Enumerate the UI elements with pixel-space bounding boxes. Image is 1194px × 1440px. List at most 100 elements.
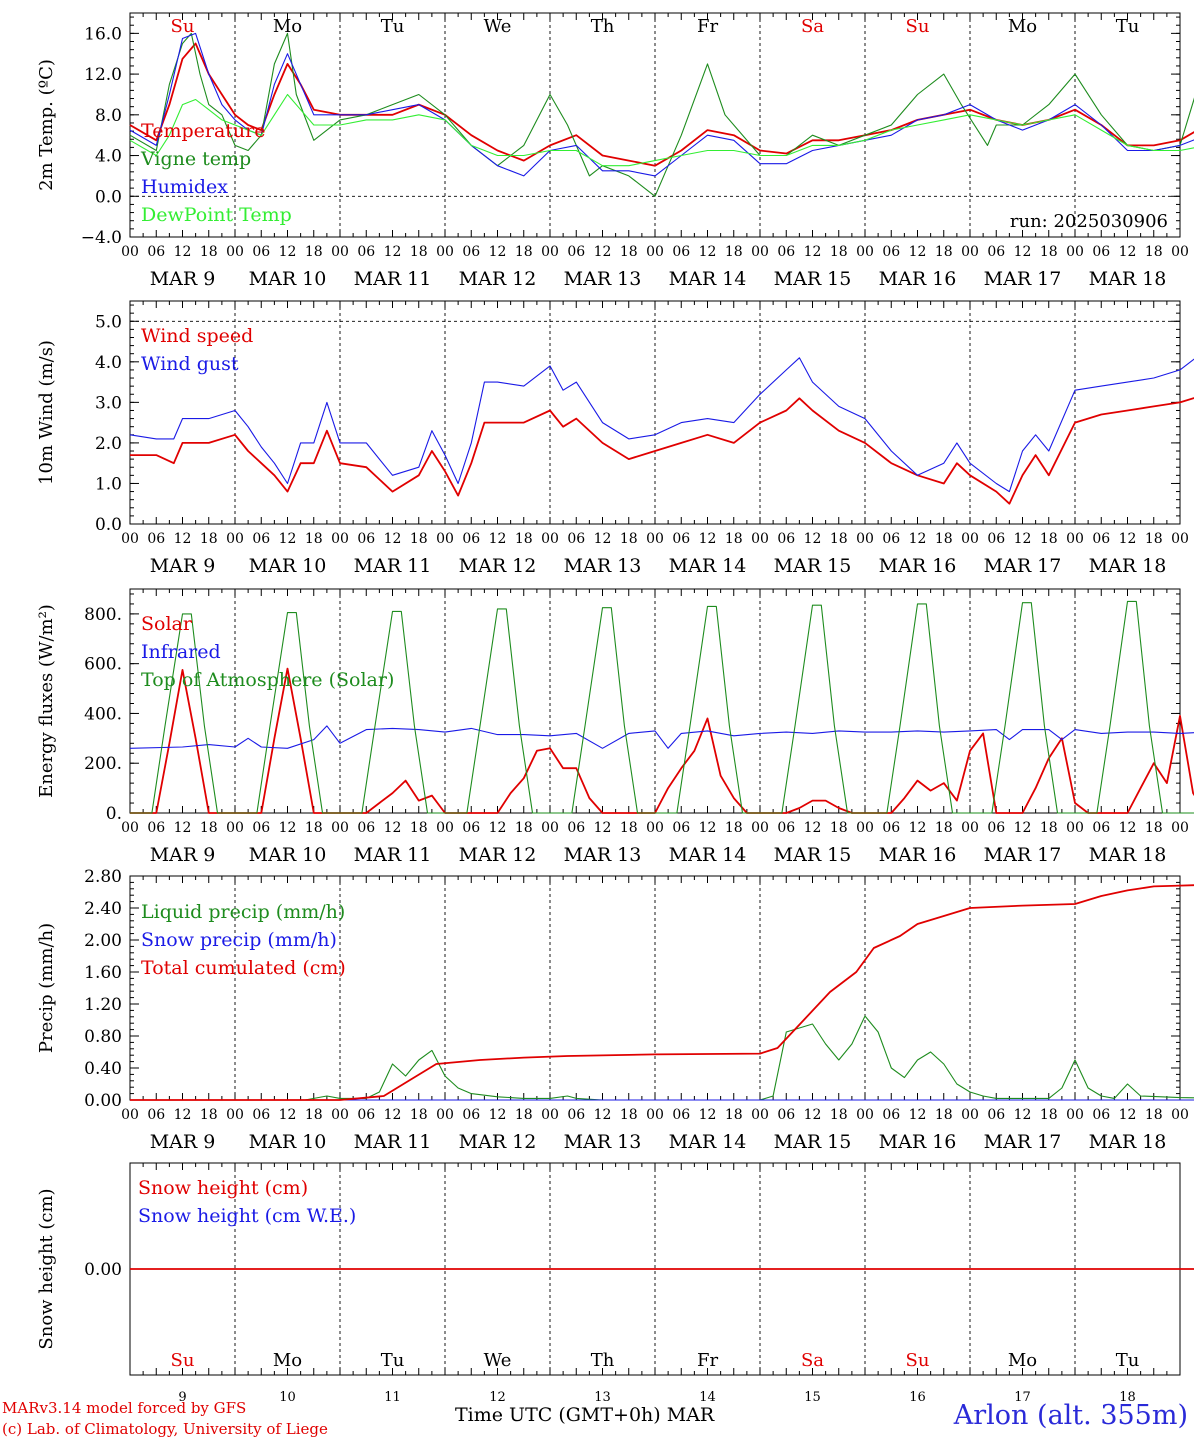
y-tick-label: 0.0 xyxy=(95,515,122,535)
hour-label: 06 xyxy=(147,820,165,836)
hour-label: 06 xyxy=(252,1107,270,1123)
panel-1: −4.0 0.0 4.0 8.0 12.0 16.0 2m Temp. (ºC) Su Mo Tu… xyxy=(36,12,1194,290)
y-tick-label: 16.0 xyxy=(84,24,122,44)
hour-label: 12 xyxy=(279,1107,297,1123)
hour-label: 12 xyxy=(279,531,297,547)
hour-label: 18 xyxy=(305,820,323,836)
hour-label: 00 xyxy=(436,531,454,547)
day-number: 16 xyxy=(909,1390,926,1405)
hour-label: 18 xyxy=(725,1107,743,1123)
day-name: Th xyxy=(591,16,615,37)
hour-label: 12 xyxy=(174,820,192,836)
hour-label: 06 xyxy=(777,244,795,260)
legend-entry: Snow height (cm W.E.) xyxy=(138,1205,356,1227)
hour-label: 06 xyxy=(987,531,1005,547)
date-label: MAR 10 xyxy=(249,555,327,577)
hour-label: 12 xyxy=(909,1107,927,1123)
hour-label: 12 xyxy=(804,1107,822,1123)
day-name: Su xyxy=(171,1350,195,1371)
day-name: Th xyxy=(591,1350,615,1371)
hour-label: 00 xyxy=(121,244,139,260)
day-number: 13 xyxy=(594,1390,611,1405)
hour-label: 06 xyxy=(777,820,795,836)
hour-label: 18 xyxy=(200,820,218,836)
hour-label: 06 xyxy=(987,820,1005,836)
day-name: Tu xyxy=(1116,16,1140,37)
hour-label: 18 xyxy=(1145,244,1163,260)
hour-label: 18 xyxy=(200,531,218,547)
day-name: Mo xyxy=(1008,1350,1037,1371)
hour-label: 06 xyxy=(252,244,270,260)
date-label: MAR 11 xyxy=(354,555,432,577)
hour-label: 06 xyxy=(987,244,1005,260)
hour-label: 18 xyxy=(1145,820,1163,836)
legend-entry: Liquid precip (mm/h) xyxy=(141,901,345,923)
date-label: MAR 14 xyxy=(669,1131,747,1153)
date-label: MAR 15 xyxy=(774,1131,852,1153)
x-axis-title-text: Time UTC (GMT+0h) xyxy=(455,1404,661,1426)
hour-label: 12 xyxy=(1119,531,1137,547)
hour-label: 06 xyxy=(567,820,585,836)
hour-label: 12 xyxy=(699,244,717,260)
date-label: MAR 11 xyxy=(354,1131,432,1153)
series-line xyxy=(129,725,1194,749)
y-tick-label: 0.00 xyxy=(84,1091,122,1111)
hour-label: 18 xyxy=(305,244,323,260)
hour-label: 00 xyxy=(436,820,454,836)
hour-label: 00 xyxy=(646,1107,664,1123)
hour-label: 18 xyxy=(935,244,953,260)
day-name: Sa xyxy=(801,1350,824,1371)
hour-label: 12 xyxy=(1119,1107,1137,1123)
hour-label: 12 xyxy=(174,531,192,547)
hour-label: 06 xyxy=(882,820,900,836)
hour-label: 00 xyxy=(1066,820,1084,836)
hour-label: 18 xyxy=(305,531,323,547)
hour-label: 06 xyxy=(882,244,900,260)
hour-label: 18 xyxy=(620,820,638,836)
hour-label: 00 xyxy=(1066,531,1084,547)
date-label: MAR 14 xyxy=(669,268,747,290)
hour-label: 06 xyxy=(147,531,165,547)
hour-label: 12 xyxy=(489,1107,507,1123)
date-label: MAR 18 xyxy=(1089,555,1167,577)
hour-label: 00 xyxy=(961,244,979,260)
run-annotation: run: 2025030906 xyxy=(1010,211,1168,232)
date-label: MAR 17 xyxy=(984,1131,1062,1153)
hour-label: 00 xyxy=(331,531,349,547)
date-label: MAR 13 xyxy=(564,1131,642,1153)
hour-label: 06 xyxy=(882,1107,900,1123)
hour-label: 18 xyxy=(830,244,848,260)
hour-label: 12 xyxy=(174,1107,192,1123)
hour-label: 18 xyxy=(515,820,533,836)
hour-label: 12 xyxy=(804,531,822,547)
x-axis-month: MAR xyxy=(666,1404,715,1426)
y-tick-label: 12.0 xyxy=(84,65,122,85)
hour-label: 18 xyxy=(725,531,743,547)
hour-label: 06 xyxy=(252,820,270,836)
hour-label: 00 xyxy=(121,531,139,547)
day-number: 18 xyxy=(1119,1390,1136,1405)
date-label: MAR 15 xyxy=(774,844,852,866)
hour-label: 06 xyxy=(357,1107,375,1123)
hour-label: 00 xyxy=(436,1107,454,1123)
hour-label: 12 xyxy=(594,531,612,547)
hour-label: 00 xyxy=(751,1107,769,1123)
y-tick-label: −4.0 xyxy=(81,228,122,248)
legend-entry: Total cumulated (cm) xyxy=(141,957,346,979)
series-line xyxy=(130,667,1194,814)
day-number: 11 xyxy=(384,1390,401,1405)
hour-label: 12 xyxy=(384,1107,402,1123)
hour-label: 00 xyxy=(961,531,979,547)
hour-label: 00 xyxy=(541,244,559,260)
hour-label: 18 xyxy=(200,1107,218,1123)
hour-label: 00 xyxy=(646,531,664,547)
y-tick-label: 2.0 xyxy=(95,434,122,454)
station-name: Arlon (alt. 355m) xyxy=(953,1400,1188,1431)
y-tick-label: 8.0 xyxy=(95,106,122,126)
legend-entry: Wind gust xyxy=(141,353,239,375)
hour-label: 18 xyxy=(1040,244,1058,260)
series-line xyxy=(130,600,1194,814)
legend-entry: Top of Atmosphere (Solar) xyxy=(141,669,394,691)
y-tick-label: 0. xyxy=(106,804,122,824)
date-label: MAR 18 xyxy=(1089,844,1167,866)
